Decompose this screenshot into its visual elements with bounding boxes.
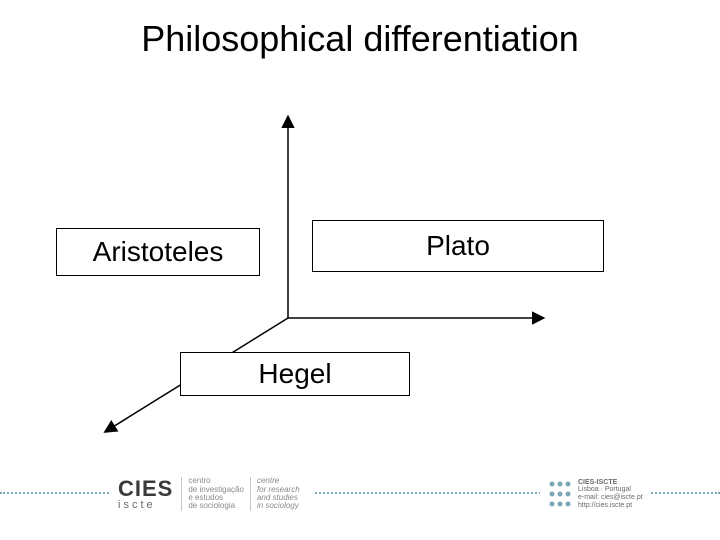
box-aristoteles-label: Aristoteles xyxy=(93,236,224,268)
logo-tagline-pt: centro de investigação e estudos de soci… xyxy=(181,477,250,511)
footer-email: e-mail: cies@iscte.pt xyxy=(578,494,643,502)
logo-sub: iscte xyxy=(118,500,173,512)
box-hegel-label: Hegel xyxy=(258,358,331,390)
footer-right-block: CIES-ISCTE Lisboa · Portugal e-mail: cie… xyxy=(540,472,649,516)
footer: CIES iscte centro de investigação e estu… xyxy=(0,470,720,518)
footer-loc: Lisboa · Portugal xyxy=(578,486,643,494)
box-aristoteles: Aristoteles xyxy=(56,228,260,276)
box-hegel: Hegel xyxy=(180,352,410,396)
footer-logo-block: CIES iscte centro de investigação e estu… xyxy=(110,470,314,518)
footer-url: http://cies.iscte.pt xyxy=(578,502,643,510)
footer-org: CIES-ISCTE xyxy=(578,479,643,487)
logo-main: CIES xyxy=(118,477,173,500)
logo-tagline-en: centre for research and studies in socio… xyxy=(250,477,306,511)
footer-dots-icon xyxy=(546,477,574,511)
box-plato: Plato xyxy=(312,220,604,272)
box-plato-label: Plato xyxy=(426,230,490,262)
